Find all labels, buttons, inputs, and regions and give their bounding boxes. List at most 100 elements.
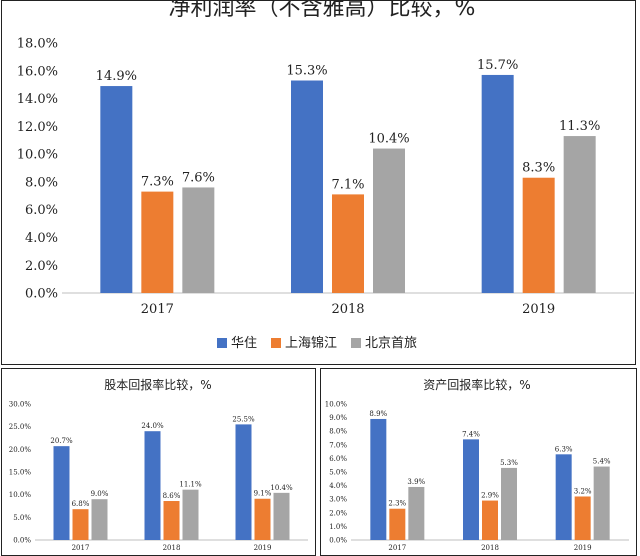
y-tick-label: 10.0% [325,400,348,408]
y-tick-label: 7.0% [329,441,347,449]
y-tick-label: 8.0% [329,428,347,436]
data-label: 11.3% [559,119,600,134]
y-tick-label: 0.0% [25,287,58,302]
y-tick-label: 4.0% [329,482,347,490]
y-tick-label: 6.0% [25,203,58,218]
legend-entry: 华住 [231,336,257,351]
data-label: 10.4% [270,484,293,492]
y-tick-label: 30.0% [9,400,32,408]
x-tick-label: 2018 [481,544,499,552]
bar-2017-s1 [389,508,406,540]
y-tick-label: 15.0% [9,468,32,476]
y-tick-label: 8.0% [25,175,58,190]
bar-2017-s1 [72,509,89,540]
y-tick-label: 9.0% [329,414,347,422]
data-label: 11.1% [179,481,202,489]
data-label: 8.3% [522,161,555,176]
y-tick-label: 5.0% [13,514,31,522]
bar-2018-s2 [501,467,517,540]
data-label: 6.8% [72,500,90,508]
bar-2019-s2 [273,492,290,540]
y-tick-label: 2.0% [329,509,347,517]
legend-entry: 上海锦江 [285,336,337,351]
y-tick-label: 0.0% [13,536,31,544]
roe-chart: 股本回报率比较，% 0.0% 5.0% 10.0% 15.0% 20.0% 25.0% 30.… [9,377,308,552]
net-margin-chart-panel: 净利润率（不含雅高）比较，% 0.0% 2.0% 4.0% 6.0% 8.0% 10.0% 1… [1,0,636,365]
data-label: 8.9% [369,410,387,418]
data-label: 9.0% [91,490,109,498]
data-label: 2.9% [481,492,499,500]
data-label: 6.3% [555,445,573,453]
y-tick-label: 1.0% [329,523,347,531]
x-tick-label: 2019 [254,544,272,552]
data-label: 15.3% [286,64,327,79]
bar-2018-s2 [373,148,405,293]
data-label: 24.0% [141,422,164,430]
y-tick-label: 5.0% [329,468,347,476]
roa-chart: 资产回报率比较，% 0.0% 1.0% 2.0% 3.0% 4.0% 5.0% 6.0% 7.0… [325,377,629,552]
data-label: 5.3% [500,459,518,467]
y-tick-label: 20.0% [9,446,32,454]
y-tick-label: 4.0% [25,231,58,246]
bar-2019-s0 [235,424,252,540]
bar-2017-s0 [370,418,387,540]
data-label: 5.4% [593,458,611,466]
bar-2018-s1 [332,194,364,293]
legend-swatch [217,338,227,348]
x-tick-label: 2018 [163,544,181,552]
data-label: 10.4% [368,132,409,147]
bar-2019-s1 [254,498,271,540]
data-label: 14.9% [96,69,137,84]
y-tick-label: 10.0% [17,148,58,163]
bar-2018-s2 [182,489,199,540]
roa-chart-panel: 资产回报率比较，% 0.0% 1.0% 2.0% 3.0% 4.0% 5.0% 6.0% 7.0… [320,368,637,556]
bar-2018-s0 [144,431,161,540]
bar-2017-s1 [141,191,174,293]
chart-title: 资产回报率比较，% [423,377,530,392]
bar-2019-s0 [555,454,572,540]
data-label: 20.7% [50,437,73,445]
data-label: 7.6% [182,170,215,185]
y-tick-label: 3.0% [329,496,347,504]
roe-chart-panel: 股本回报率比较，% 0.0% 5.0% 10.0% 15.0% 20.0% 25.0% 30.… [1,368,316,556]
data-label: 9.1% [254,490,272,498]
bar-2018-s0 [463,439,479,540]
net-margin-chart: 净利润率（不含雅高）比较，% 0.0% 2.0% 4.0% 6.0% 8.0% 10.0% 1… [17,1,634,351]
x-tick-label: 2017 [72,544,90,552]
legend-swatch [271,338,281,348]
x-tick-label: 2019 [574,544,592,552]
data-label: 7.1% [331,177,364,192]
bar-2019-s1 [522,177,555,293]
data-label: 7.4% [462,430,480,438]
legend-entry: 北京首旅 [365,336,417,351]
bar-2018-s1 [163,501,180,540]
data-label: 15.7% [477,58,518,73]
bar-2019-s1 [574,496,591,540]
x-tick-label: 2019 [522,302,555,317]
chart-title: 净利润率（不含雅高）比较，% [169,1,476,21]
x-tick-label: 2018 [331,302,364,317]
data-label: 25.5% [232,415,255,423]
bar-2019-s0 [481,74,514,293]
bar-2019-s2 [563,136,596,293]
y-tick-label: 25.0% [9,423,32,431]
y-tick-label: 12.0% [17,120,58,135]
x-tick-label: 2017 [388,544,406,552]
bar-2017-s2 [182,187,215,293]
data-label: 8.6% [163,492,181,500]
data-label: 3.9% [407,478,425,486]
y-tick-label: 0.0% [329,536,347,544]
y-tick-label: 6.0% [329,455,347,463]
data-label: 7.3% [141,175,174,190]
chart-title: 股本回报率比较，% [104,377,211,392]
y-tick-label: 2.0% [25,259,58,274]
y-tick-label: 10.0% [9,491,32,499]
bar-2017-s2 [91,499,108,540]
bar-2017-s2 [408,486,425,540]
y-tick-label: 18.0% [17,37,58,52]
bar-2017-s0 [53,446,70,540]
bar-2018-s1 [482,500,498,540]
data-label: 3.2% [574,487,592,495]
bar-2017-s0 [100,86,133,293]
y-tick-label: 14.0% [17,92,58,107]
